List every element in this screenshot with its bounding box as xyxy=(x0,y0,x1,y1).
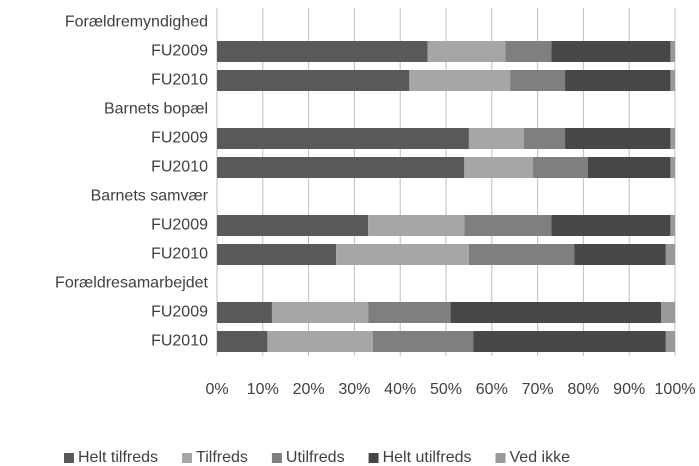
bar-segment xyxy=(368,215,465,236)
bar-segment xyxy=(427,41,506,62)
bar-segment xyxy=(551,41,671,62)
y-tick-label: Forældremyndighed xyxy=(65,14,208,31)
bar-segment xyxy=(368,302,451,323)
x-tick-label: 70% xyxy=(522,381,554,398)
bar-segment xyxy=(468,128,524,149)
x-tick-label: 20% xyxy=(293,381,325,398)
x-tick-label: 40% xyxy=(384,381,416,398)
bar-segment xyxy=(670,70,675,91)
legend-label: Helt utilfreds xyxy=(383,449,472,466)
bar-segment xyxy=(217,302,272,323)
bar-segment xyxy=(473,331,666,352)
bar-segment xyxy=(670,157,675,178)
bar-segment xyxy=(464,215,552,236)
bar-segment xyxy=(372,331,474,352)
bar-segment xyxy=(217,128,469,149)
bar-segment xyxy=(565,128,671,149)
bar-segment xyxy=(670,128,675,149)
bar-segment xyxy=(505,41,552,62)
bar-segment xyxy=(670,41,675,62)
bar-segment xyxy=(217,244,337,265)
legend-swatch xyxy=(271,453,282,463)
legend-label: Ved ikke xyxy=(510,449,571,466)
bar-segment xyxy=(565,70,671,91)
y-tick-label: FU2009 xyxy=(151,130,208,147)
bar-segment xyxy=(267,331,373,352)
bar-segment xyxy=(587,157,671,178)
bar-segment xyxy=(336,244,469,265)
legend-label: Helt tilfreds xyxy=(78,449,158,466)
y-tick-label: Forældresamarbejdet xyxy=(55,275,209,292)
legend-swatch xyxy=(182,453,193,463)
y-tick-label: FU2010 xyxy=(151,72,208,89)
bar-segment xyxy=(523,128,566,149)
x-tick-label: 90% xyxy=(613,381,645,398)
legend-label: Utilfreds xyxy=(286,449,345,466)
bar-segment xyxy=(271,302,369,323)
bar-segment xyxy=(217,41,428,62)
x-tick-label: 10% xyxy=(247,381,279,398)
bar-segment xyxy=(409,70,511,91)
x-tick-label: 30% xyxy=(338,381,370,398)
x-tick-label: 100% xyxy=(655,381,696,398)
y-tick-label: FU2010 xyxy=(151,246,208,263)
y-tick-label: FU2010 xyxy=(151,159,208,176)
x-tick-label: 50% xyxy=(430,381,462,398)
bar-segment xyxy=(510,70,566,91)
bar-segment xyxy=(468,244,575,265)
legend-swatch xyxy=(64,453,74,463)
legend-swatch xyxy=(495,453,506,463)
y-tick-label: Barnets bopæl xyxy=(104,101,208,118)
bar-segment xyxy=(665,331,675,352)
y-tick-label: FU2009 xyxy=(151,304,208,321)
bar-segment xyxy=(661,302,675,323)
x-tick-label: 60% xyxy=(476,381,508,398)
bar-segment xyxy=(670,215,675,236)
x-tick-label: 0% xyxy=(205,381,228,398)
bar-segment xyxy=(533,157,588,178)
bar-segment xyxy=(464,157,534,178)
y-tick-label: FU2010 xyxy=(151,333,208,350)
legend-label: Tilfreds xyxy=(196,449,248,466)
y-tick-label: FU2009 xyxy=(151,43,208,60)
bar-segment xyxy=(450,302,662,323)
x-tick-label: 80% xyxy=(567,381,599,398)
bar-segment xyxy=(217,70,410,91)
bar-segment xyxy=(217,215,369,236)
y-tick-label: Barnets samvær xyxy=(91,188,209,205)
bar-segment xyxy=(665,244,675,265)
y-tick-label: FU2009 xyxy=(151,217,208,234)
bar-segment xyxy=(574,244,666,265)
legend-swatch xyxy=(368,453,379,463)
bar-segment xyxy=(551,215,671,236)
bar-segment xyxy=(217,157,465,178)
bar-segment xyxy=(217,331,268,352)
